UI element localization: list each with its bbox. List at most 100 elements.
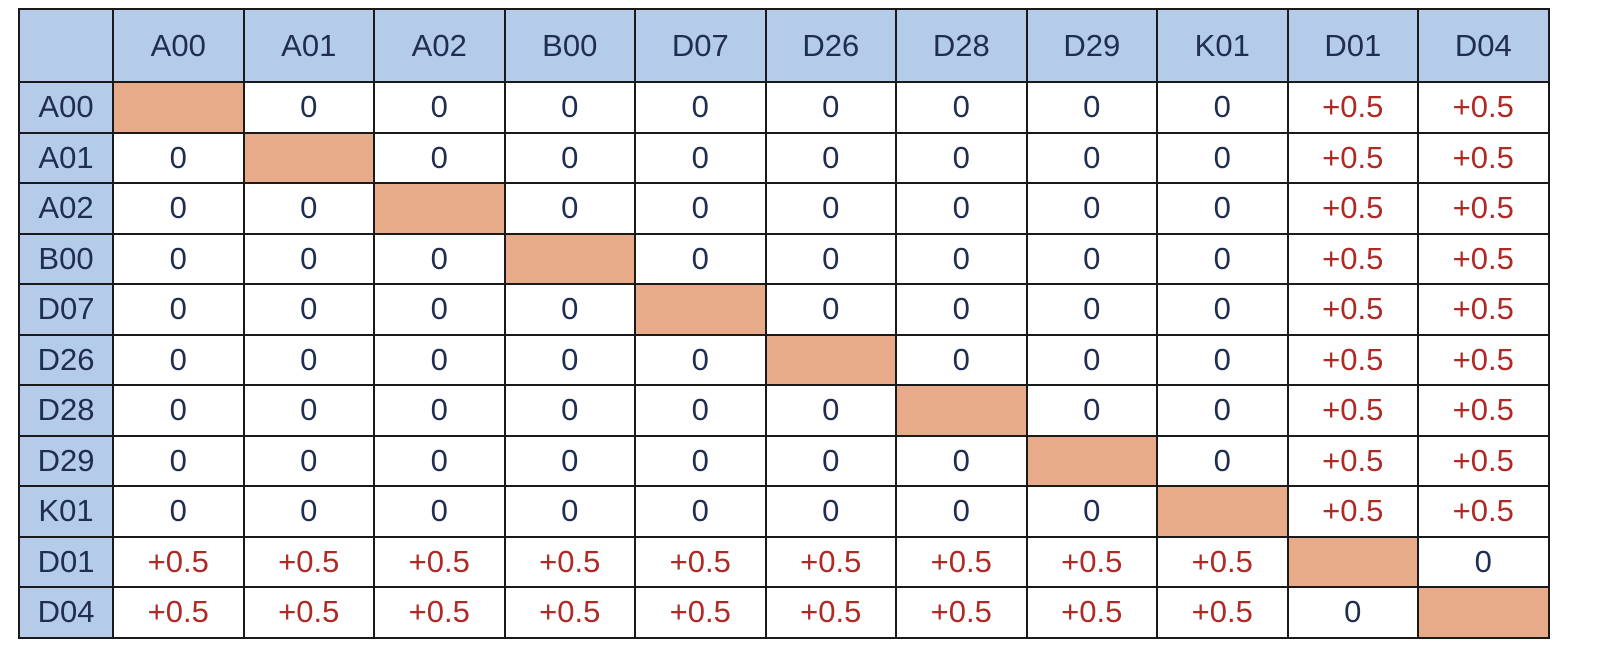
matrix-cell: 0 <box>1417 535 1550 588</box>
column-header: D28 <box>895 8 1028 83</box>
column-header: D07 <box>634 8 767 83</box>
matrix-cell: 0 <box>634 131 767 184</box>
matrix-cell: 0 <box>895 232 1028 285</box>
row-header: D29 <box>18 434 114 487</box>
matrix-cell: 0 <box>112 283 245 336</box>
diagonal-cell <box>634 283 767 336</box>
matrix-cell: 0 <box>373 485 506 538</box>
matrix-cell: +0.5 <box>1286 333 1419 386</box>
matrix-cell: 0 <box>112 434 245 487</box>
matrix-cell: +0.5 <box>503 586 636 639</box>
matrix-cell: +0.5 <box>112 586 245 639</box>
table-row: K01 0 0 0 0 0 0 0 0 +0.5 +0.5 <box>18 485 1550 538</box>
column-header: D04 <box>1417 8 1550 83</box>
matrix-cell: 0 <box>242 81 375 134</box>
matrix-cell: 0 <box>112 485 245 538</box>
table-row: D29 0 0 0 0 0 0 0 0 +0.5 +0.5 <box>18 434 1550 487</box>
table-row: A02 0 0 0 0 0 0 0 0 +0.5 +0.5 <box>18 182 1550 235</box>
matrix-cell: 0 <box>1156 131 1289 184</box>
table-row: D26 0 0 0 0 0 0 0 0 +0.5 +0.5 <box>18 333 1550 386</box>
matrix-cell: 0 <box>1025 182 1158 235</box>
column-header: A01 <box>242 8 375 83</box>
diagonal-cell <box>112 81 245 134</box>
row-header: K01 <box>18 485 114 538</box>
matrix-cell: +0.5 <box>373 535 506 588</box>
matrix-cell: 0 <box>242 384 375 437</box>
matrix-cell: 0 <box>503 283 636 336</box>
matrix-cell: 0 <box>895 81 1028 134</box>
row-header: B00 <box>18 232 114 285</box>
matrix-cell: +0.5 <box>895 535 1028 588</box>
matrix-cell: +0.5 <box>1025 586 1158 639</box>
matrix-cell: +0.5 <box>1417 81 1550 134</box>
matrix-cell: 0 <box>373 283 506 336</box>
matrix-cell: 0 <box>764 384 897 437</box>
row-header: D26 <box>18 333 114 386</box>
diagonal-cell <box>1156 485 1289 538</box>
column-header: B00 <box>503 8 636 83</box>
matrix-cell: 0 <box>112 131 245 184</box>
matrix-cell: 0 <box>634 182 767 235</box>
matrix-cell: 0 <box>242 434 375 487</box>
row-header: D01 <box>18 535 114 588</box>
matrix-cell: 0 <box>1156 232 1289 285</box>
matrix-cell: 0 <box>764 81 897 134</box>
diagonal-cell <box>764 333 897 386</box>
matrix-cell: +0.5 <box>1417 232 1550 285</box>
matrix-cell: 0 <box>764 283 897 336</box>
matrix-cell: 0 <box>1025 131 1158 184</box>
diagonal-cell <box>242 131 375 184</box>
matrix-cell: +0.5 <box>1286 232 1419 285</box>
matrix-cell: +0.5 <box>242 586 375 639</box>
matrix-cell: +0.5 <box>1286 384 1419 437</box>
table-row: A01 0 0 0 0 0 0 0 0 +0.5 +0.5 <box>18 131 1550 184</box>
diagonal-cell <box>503 232 636 285</box>
diagonal-cell <box>895 384 1028 437</box>
matrix-container: A00 A01 A02 B00 D07 D26 D28 D29 K01 D01 … <box>18 8 1550 639</box>
column-header: D26 <box>764 8 897 83</box>
column-header: D01 <box>1286 8 1419 83</box>
matrix-cell: +0.5 <box>1417 182 1550 235</box>
matrix-cell: 0 <box>503 333 636 386</box>
matrix-cell: +0.5 <box>1286 283 1419 336</box>
matrix-cell: +0.5 <box>112 535 245 588</box>
matrix-cell: 0 <box>373 232 506 285</box>
matrix-cell: 0 <box>373 81 506 134</box>
matrix-cell: 0 <box>1156 333 1289 386</box>
table-row: D07 0 0 0 0 0 0 0 0 +0.5 +0.5 <box>18 283 1550 336</box>
matrix-cell: +0.5 <box>1286 485 1419 538</box>
matrix-cell: 0 <box>503 384 636 437</box>
diagonal-cell <box>1025 434 1158 487</box>
matrix-cell: 0 <box>503 182 636 235</box>
header-row: A00 A01 A02 B00 D07 D26 D28 D29 K01 D01 … <box>18 8 1550 83</box>
matrix-cell: +0.5 <box>1417 283 1550 336</box>
matrix-cell: 0 <box>764 434 897 487</box>
matrix-cell: 0 <box>1025 283 1158 336</box>
matrix-cell: +0.5 <box>373 586 506 639</box>
matrix-cell: 0 <box>764 485 897 538</box>
matrix-cell: 0 <box>764 131 897 184</box>
matrix-cell: 0 <box>1025 333 1158 386</box>
matrix-cell: 0 <box>895 283 1028 336</box>
matrix-cell: +0.5 <box>895 586 1028 639</box>
matrix-cell: 0 <box>1025 485 1158 538</box>
table-row: D04 +0.5 +0.5 +0.5 +0.5 +0.5 +0.5 +0.5 +0.5 +0.5 0 <box>18 586 1550 639</box>
matrix-cell: 0 <box>242 232 375 285</box>
matrix-cell: 0 <box>1156 384 1289 437</box>
matrix-cell: 0 <box>503 434 636 487</box>
matrix-cell: 0 <box>895 131 1028 184</box>
matrix-cell: 0 <box>373 434 506 487</box>
matrix-cell: +0.5 <box>634 586 767 639</box>
matrix-cell: 0 <box>634 434 767 487</box>
matrix-cell: 0 <box>895 333 1028 386</box>
matrix-cell: 0 <box>373 333 506 386</box>
matrix-cell: 0 <box>112 333 245 386</box>
matrix-cell: 0 <box>242 333 375 386</box>
table-row: A00 0 0 0 0 0 0 0 0 +0.5 +0.5 <box>18 81 1550 134</box>
diagonal-cell <box>1286 535 1419 588</box>
matrix-cell: +0.5 <box>634 535 767 588</box>
matrix-cell: 0 <box>112 384 245 437</box>
diagonal-cell <box>373 182 506 235</box>
column-header: K01 <box>1156 8 1289 83</box>
matrix-cell: 0 <box>1156 182 1289 235</box>
